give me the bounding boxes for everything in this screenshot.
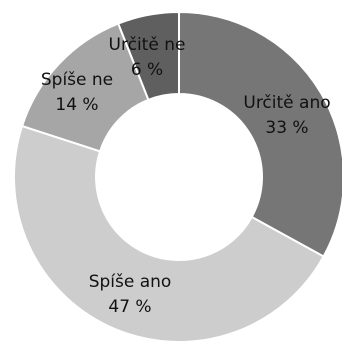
slice-label-1: Spíše ano <box>89 272 172 292</box>
slice-label-2: Spíše ne <box>41 70 113 90</box>
labels-group: Určitě ano 33 % Spíše ano 47 % Spíše ne 14 % U… <box>41 35 331 317</box>
slice-label-0: Určitě ano <box>243 93 330 113</box>
slice-value-0: 33 % <box>265 118 308 138</box>
slice-value-2: 14 % <box>55 95 98 115</box>
slice-1 <box>13 124 325 343</box>
slices-group <box>13 10 342 343</box>
slice-value-1: 47 % <box>108 297 151 317</box>
slice-0 <box>178 10 342 258</box>
slice-3 <box>116 10 180 102</box>
slice-label-3: Určitě ne <box>109 35 186 55</box>
slice-value-3: 6 % <box>131 60 163 80</box>
